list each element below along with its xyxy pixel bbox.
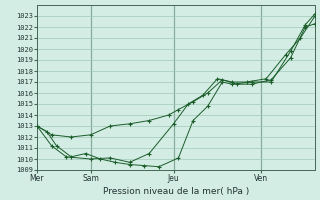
X-axis label: Pression niveau de la mer( hPa ): Pression niveau de la mer( hPa ) <box>103 187 249 196</box>
